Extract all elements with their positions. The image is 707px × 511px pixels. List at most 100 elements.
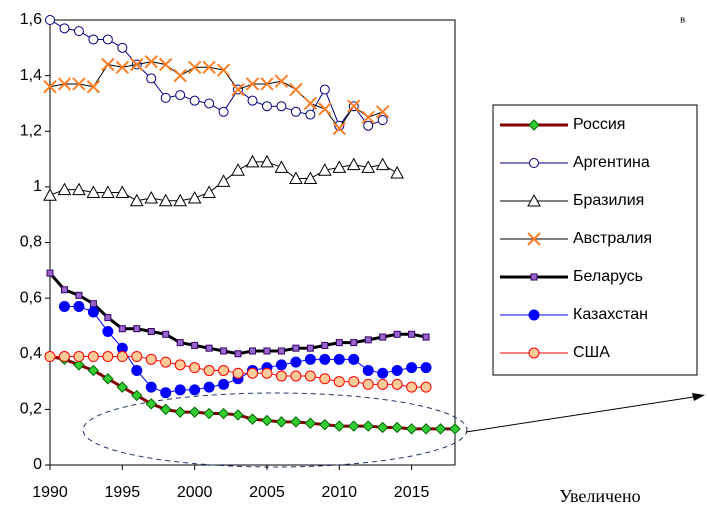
marker — [89, 300, 97, 308]
marker — [173, 193, 188, 207]
marker — [317, 163, 332, 176]
marker — [144, 55, 158, 69]
marker — [333, 353, 345, 365]
marker — [319, 353, 331, 365]
marker — [261, 414, 273, 427]
marker — [174, 384, 186, 396]
marker — [304, 417, 317, 429]
marker — [303, 96, 318, 111]
marker — [203, 407, 215, 420]
marker — [261, 367, 273, 379]
marker — [189, 362, 201, 374]
x-tick-label: 1995 — [105, 484, 141, 501]
marker — [393, 330, 401, 338]
marker — [334, 120, 345, 131]
marker — [160, 356, 172, 368]
marker — [406, 362, 418, 374]
marker — [377, 367, 389, 379]
marker — [87, 364, 100, 377]
marker — [363, 120, 374, 131]
marker — [218, 364, 230, 376]
marker — [362, 364, 374, 376]
marker — [332, 121, 346, 136]
marker — [176, 339, 184, 347]
legend-label: Бразилия — [573, 192, 644, 209]
marker — [527, 232, 541, 246]
marker — [102, 34, 113, 45]
marker — [101, 185, 115, 198]
arrow-head — [692, 393, 705, 401]
marker — [346, 157, 361, 171]
legend-label: Россия — [573, 116, 625, 133]
marker — [116, 381, 129, 393]
marker — [115, 185, 130, 198]
marker — [390, 165, 404, 179]
marker — [191, 341, 199, 349]
marker — [72, 77, 86, 91]
marker — [528, 347, 540, 359]
marker — [364, 336, 372, 344]
marker — [290, 106, 301, 117]
marker — [276, 101, 287, 112]
marker — [231, 163, 245, 176]
marker — [348, 353, 360, 365]
legend-label: Аргентина — [573, 154, 650, 171]
marker — [528, 119, 540, 131]
marker — [117, 42, 128, 53]
marker — [408, 330, 416, 338]
marker — [304, 370, 316, 382]
marker — [204, 98, 215, 109]
marker — [160, 387, 172, 399]
y-tick-label: 0 — [33, 456, 42, 473]
marker — [375, 105, 390, 119]
marker — [130, 57, 144, 72]
marker — [292, 344, 300, 352]
y-tick-label: 0,8 — [20, 234, 42, 251]
y-tick-label: 1,2 — [20, 122, 42, 139]
marker — [58, 300, 70, 312]
marker — [321, 341, 329, 349]
marker — [145, 398, 157, 410]
marker — [87, 306, 99, 318]
zoom-ellipse — [82, 392, 468, 468]
marker — [348, 376, 360, 388]
marker — [73, 359, 85, 371]
marker — [289, 171, 303, 185]
marker — [318, 102, 332, 116]
marker — [58, 351, 70, 363]
legend-label: США — [573, 344, 610, 361]
marker — [420, 423, 432, 435]
marker — [129, 193, 144, 207]
marker — [290, 416, 302, 428]
marker — [145, 353, 157, 365]
marker — [232, 367, 244, 379]
marker — [234, 350, 242, 358]
marker — [306, 344, 314, 352]
marker — [216, 174, 231, 187]
marker — [60, 286, 68, 294]
marker — [75, 291, 83, 299]
marker — [422, 333, 430, 341]
marker — [44, 351, 56, 363]
marker — [145, 381, 157, 393]
marker — [379, 333, 387, 341]
marker — [147, 328, 155, 335]
marker — [162, 330, 170, 338]
marker — [391, 364, 403, 376]
marker — [189, 384, 201, 396]
marker — [305, 109, 316, 120]
bottom-note: Увеличено — [559, 486, 640, 506]
x-tick-label: 2005 — [249, 484, 285, 501]
marker — [174, 406, 186, 418]
zoom-arrow — [465, 395, 701, 433]
marker — [205, 344, 213, 352]
marker — [73, 26, 84, 37]
marker — [275, 370, 287, 382]
marker — [260, 77, 274, 91]
marker — [361, 160, 376, 173]
marker — [245, 77, 260, 91]
marker — [289, 82, 303, 97]
marker — [43, 188, 57, 201]
marker — [263, 347, 271, 355]
